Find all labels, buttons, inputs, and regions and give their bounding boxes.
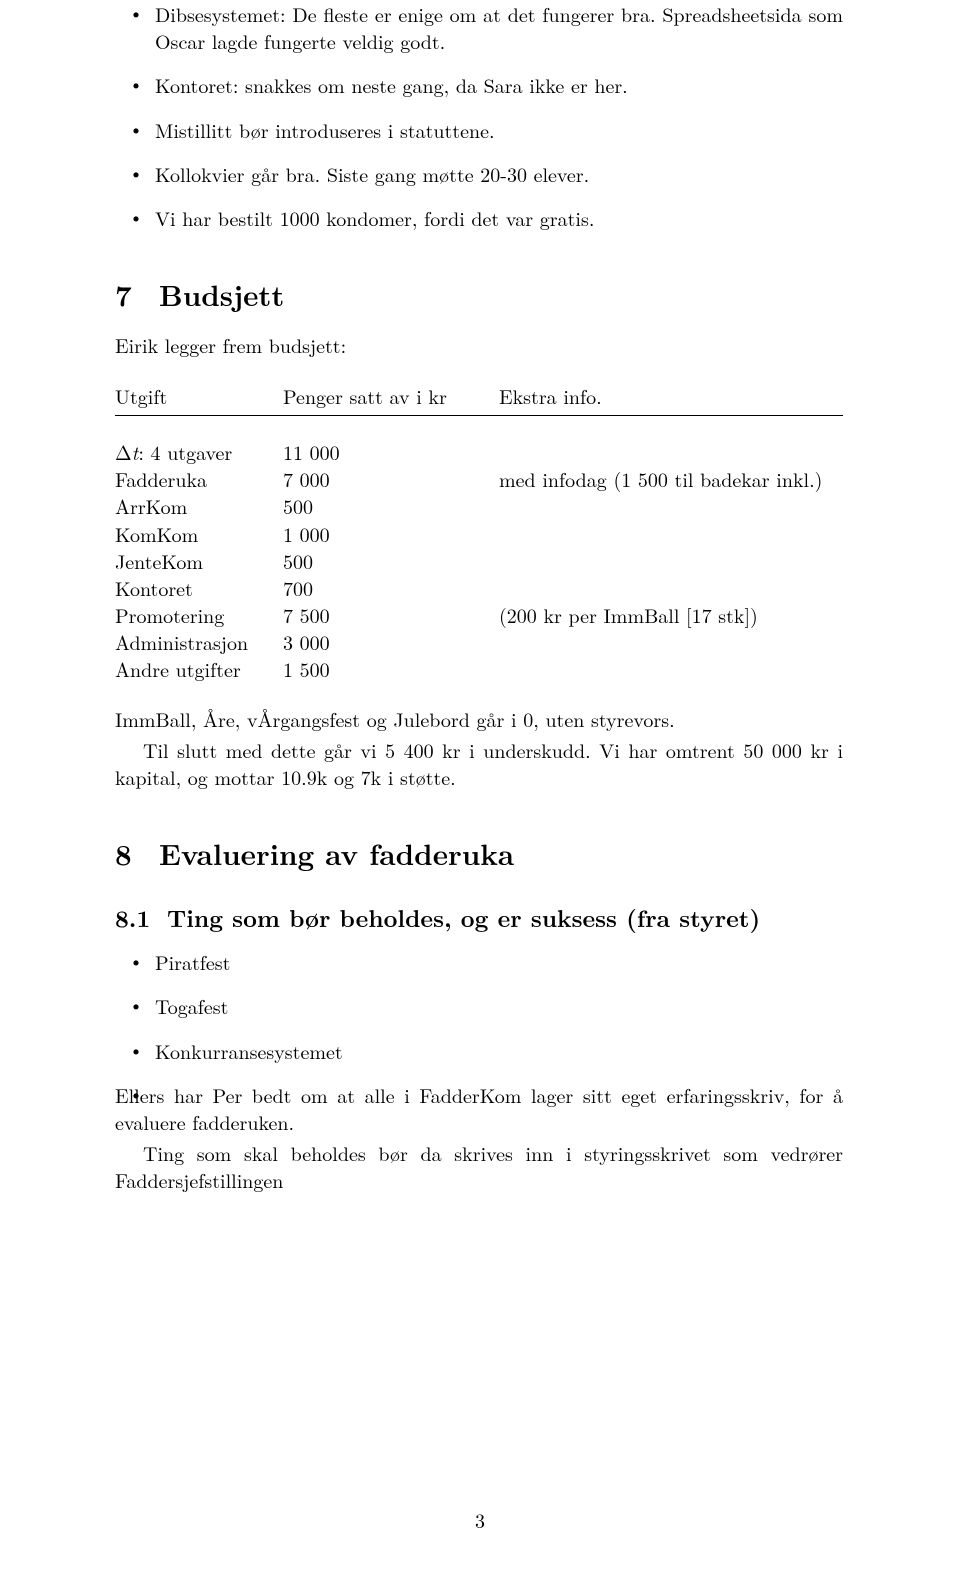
list-item: Mistillitt bør introduseres i statuttene… [155, 116, 843, 143]
cell-utgift: Administrasjon [115, 628, 283, 655]
cell-utgift: Δt: 4 utgaver [115, 438, 283, 465]
table-row: Kontoret 700 [115, 574, 843, 601]
list-item: Vi har bestilt 1000 kondomer, fordi det … [155, 204, 843, 231]
delta-symbol: Δ [115, 437, 132, 466]
list-item: Piratfest [155, 948, 843, 975]
section-title: Budsjett [159, 273, 284, 315]
table-row: Andre utgifter 1 500 [115, 655, 843, 682]
cell-amount: 7 500 [283, 601, 499, 628]
cell-amount: 1 500 [283, 655, 499, 682]
section-7-heading: 7Budsjett [115, 275, 843, 314]
table-row: Promotering 7 500 (200 kr per ImmBall [1… [115, 601, 843, 628]
list-item: Konkurransesystemet [155, 1037, 843, 1064]
cell-info [499, 655, 843, 682]
cell-text: : 4 utgaver [138, 437, 232, 466]
table-header-utgift: Utgift [115, 382, 283, 409]
section-8-heading: 8Evaluering av fadderuka [115, 834, 843, 873]
cell-info [499, 520, 843, 547]
cell-info [499, 628, 843, 655]
subsection-8-1-heading: 8.1Ting som bør beholdes, og er suksess … [115, 902, 843, 935]
cell-amount: 7 000 [283, 465, 499, 492]
subsection-number: 8.1 [115, 902, 167, 935]
section-7-intro: Eirik legger frem budsjett: [115, 331, 843, 358]
table-header-ekstra: Ekstra info. [499, 382, 843, 409]
cell-info [499, 492, 843, 519]
cell-info [499, 574, 843, 601]
cell-utgift: Promotering [115, 601, 283, 628]
after-budget-p1: ImmBall, Åre, vÅrgangsfest og Julebord g… [115, 705, 843, 732]
table-row: Administrasjon 3 000 [115, 628, 843, 655]
table-row: Δt: 4 utgaver 11 000 [115, 438, 843, 465]
cell-utgift: Fadderuka [115, 465, 283, 492]
table-row: JenteKom 500 [115, 547, 843, 574]
cell-utgift: KomKom [115, 520, 283, 547]
table-header-row: Utgift Penger satt av i kr Ekstra info. [115, 382, 843, 416]
cell-info [499, 438, 843, 465]
cell-info: (200 kr per ImmBall [17 stk]) [499, 601, 843, 628]
section-8-list: Piratfest Togafest Konkurransesystemet [115, 948, 843, 1064]
cell-amount: 11 000 [283, 438, 499, 465]
subsection-title: Ting som bør beholdes, og er suksess (fr… [167, 901, 760, 935]
table-row: KomKom 1 000 [115, 520, 843, 547]
cell-amount: 700 [283, 574, 499, 601]
cell-amount: 500 [283, 547, 499, 574]
table-header-penger: Penger satt av i kr [283, 382, 499, 409]
list-item: Dibsesystemet: De fleste er enige om at … [155, 0, 843, 54]
cell-utgift: Kontoret [115, 574, 283, 601]
cell-amount: 500 [283, 492, 499, 519]
cell-info: med infodag (1 500 til badekar inkl.) [499, 465, 843, 492]
cell-utgift: Andre utgifter [115, 655, 283, 682]
after-s8-p2: Ting som skal beholdes bør da skrives in… [115, 1139, 843, 1193]
page-number: 3 [0, 1506, 960, 1533]
list-item: Kollokvier går bra. Siste gang møtte 20-… [155, 160, 843, 187]
budget-table: Utgift Penger satt av i kr Ekstra info. … [115, 382, 843, 683]
cell-amount: 1 000 [283, 520, 499, 547]
table-row: Fadderuka 7 000 med infodag (1 500 til b… [115, 465, 843, 492]
table-row: ArrKom 500 [115, 492, 843, 519]
document-page: Dibsesystemet: De fleste er enige om at … [0, 0, 960, 1587]
list-item: Kontoret: snakkes om neste gang, da Sara… [155, 71, 843, 98]
section-number: 7 [115, 275, 159, 314]
top-bullet-list: Dibsesystemet: De fleste er enige om at … [115, 0, 843, 231]
after-budget-p2: Til slutt med dette går vi 5 400 kr i un… [115, 736, 843, 790]
section-number: 8 [115, 834, 159, 873]
section-title: Evaluering av fadderuka [159, 832, 514, 874]
cell-info [499, 547, 843, 574]
cell-amount: 3 000 [283, 628, 499, 655]
list-item: Togafest [155, 992, 843, 1019]
cell-utgift: ArrKom [115, 492, 283, 519]
cell-utgift: JenteKom [115, 547, 283, 574]
after-s8-p1: Ellers har Per bedt om at alle i FadderK… [115, 1081, 843, 1135]
